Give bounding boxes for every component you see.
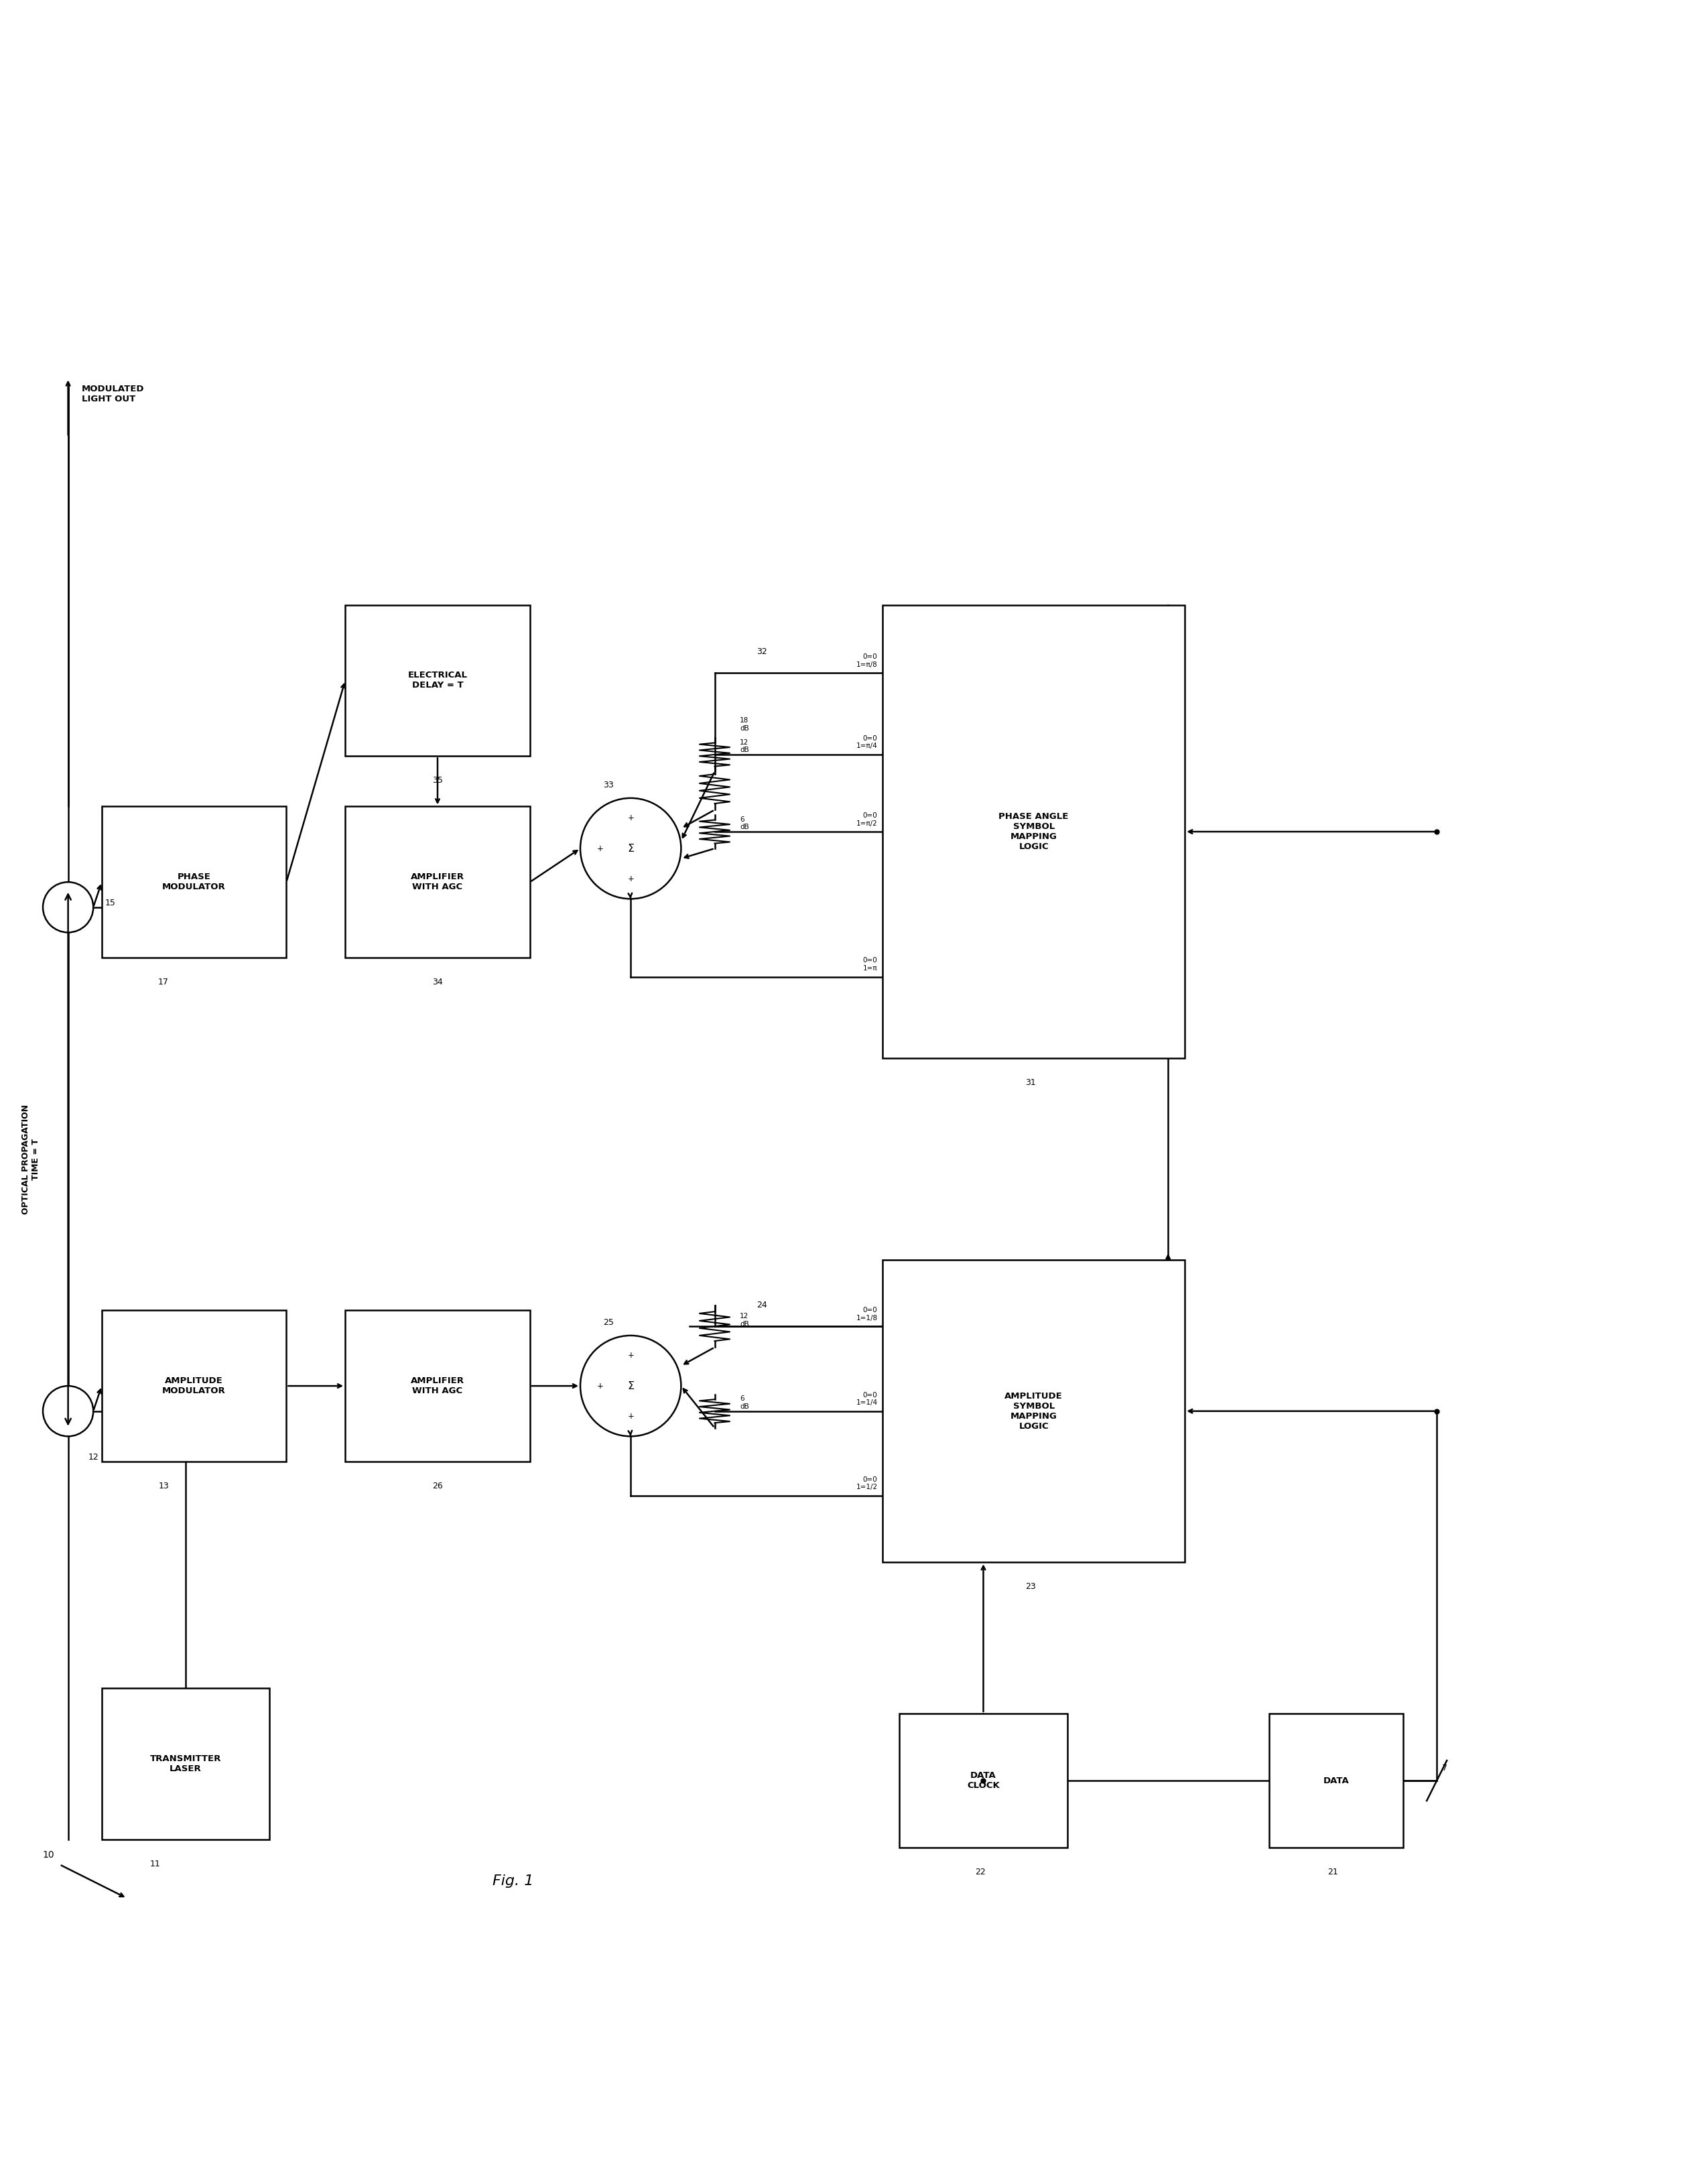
Text: 25: 25 bbox=[603, 1319, 615, 1328]
Text: 11: 11 bbox=[149, 1859, 160, 1867]
Text: $\Sigma$: $\Sigma$ bbox=[627, 1380, 635, 1391]
Text: PHASE ANGLE
SYMBOL
MAPPING
LOGIC: PHASE ANGLE SYMBOL MAPPING LOGIC bbox=[998, 812, 1068, 852]
Text: 0=0
1=π: 0=0 1=π bbox=[863, 957, 878, 972]
Text: 12: 12 bbox=[88, 1452, 98, 1461]
Text: 6
dB: 6 dB bbox=[740, 817, 749, 830]
Text: DATA: DATA bbox=[1323, 1776, 1348, 1784]
Text: +: + bbox=[598, 843, 604, 852]
Text: +: + bbox=[627, 874, 633, 882]
Text: 0=0
1=π/4: 0=0 1=π/4 bbox=[856, 736, 878, 749]
Bar bbox=[102, 1310, 287, 1461]
Text: 12
dB: 12 dB bbox=[740, 1313, 749, 1328]
Bar bbox=[883, 1260, 1185, 1562]
Text: 21: 21 bbox=[1328, 1867, 1338, 1876]
Circle shape bbox=[42, 1387, 93, 1437]
Text: $\Sigma$: $\Sigma$ bbox=[627, 843, 635, 854]
Text: OPTICAL PROPAGATION
TIME = T: OPTICAL PROPAGATION TIME = T bbox=[22, 1105, 41, 1214]
Text: MODULATED
LIGHT OUT: MODULATED LIGHT OUT bbox=[82, 384, 144, 404]
Text: 17: 17 bbox=[158, 978, 168, 987]
Bar bbox=[102, 1688, 270, 1839]
Text: AMPLITUDE
MODULATOR: AMPLITUDE MODULATOR bbox=[163, 1376, 226, 1396]
Text: 12
dB: 12 dB bbox=[740, 738, 749, 753]
Bar bbox=[345, 806, 530, 957]
Bar bbox=[883, 605, 1185, 1059]
Text: ELECTRICAL
DELAY = T: ELECTRICAL DELAY = T bbox=[408, 670, 467, 690]
Text: 22: 22 bbox=[975, 1867, 985, 1876]
Text: +: + bbox=[627, 815, 633, 823]
Text: 0=0
1=1/8: 0=0 1=1/8 bbox=[856, 1306, 878, 1321]
Text: 18
dB: 18 dB bbox=[740, 716, 749, 732]
Text: 23: 23 bbox=[1026, 1583, 1036, 1592]
Text: 0=0
1=π/2: 0=0 1=π/2 bbox=[856, 812, 878, 826]
Text: +: + bbox=[627, 1411, 633, 1420]
Text: 0=0
1=1/4: 0=0 1=1/4 bbox=[856, 1391, 878, 1406]
Circle shape bbox=[581, 1337, 681, 1437]
Text: 26: 26 bbox=[433, 1481, 443, 1489]
Text: Fig. 1: Fig. 1 bbox=[492, 1874, 533, 1889]
Text: +: + bbox=[627, 1352, 633, 1361]
Text: 32: 32 bbox=[757, 646, 767, 655]
Text: 10: 10 bbox=[42, 1850, 54, 1859]
Text: 35: 35 bbox=[433, 775, 443, 784]
Text: 31: 31 bbox=[1026, 1079, 1036, 1088]
Text: DATA
CLOCK: DATA CLOCK bbox=[968, 1771, 1000, 1791]
Text: 34: 34 bbox=[433, 978, 443, 987]
Text: 0=0
1=1/2: 0=0 1=1/2 bbox=[856, 1476, 878, 1492]
Text: 33: 33 bbox=[603, 782, 615, 791]
Text: 24: 24 bbox=[757, 1302, 767, 1310]
Text: AMPLIFIER
WITH AGC: AMPLIFIER WITH AGC bbox=[411, 1376, 464, 1396]
Text: 7: 7 bbox=[1442, 1762, 1447, 1771]
Circle shape bbox=[42, 882, 93, 933]
Text: 6
dB: 6 dB bbox=[740, 1396, 749, 1411]
Text: 15: 15 bbox=[105, 900, 115, 909]
Circle shape bbox=[581, 797, 681, 900]
Text: TRANSMITTER
LASER: TRANSMITTER LASER bbox=[149, 1754, 221, 1773]
Text: 0=0
1=π/8: 0=0 1=π/8 bbox=[856, 653, 878, 668]
Bar bbox=[102, 806, 287, 957]
Bar bbox=[1268, 1714, 1403, 1848]
Text: +: + bbox=[598, 1382, 604, 1391]
Bar bbox=[345, 1310, 530, 1461]
Text: PHASE
MODULATOR: PHASE MODULATOR bbox=[163, 874, 226, 891]
Text: 13: 13 bbox=[158, 1481, 168, 1489]
Bar bbox=[900, 1714, 1068, 1848]
Text: AMPLIFIER
WITH AGC: AMPLIFIER WITH AGC bbox=[411, 874, 464, 891]
Bar bbox=[345, 605, 530, 756]
Text: AMPLITUDE
SYMBOL
MAPPING
LOGIC: AMPLITUDE SYMBOL MAPPING LOGIC bbox=[1005, 1391, 1063, 1431]
